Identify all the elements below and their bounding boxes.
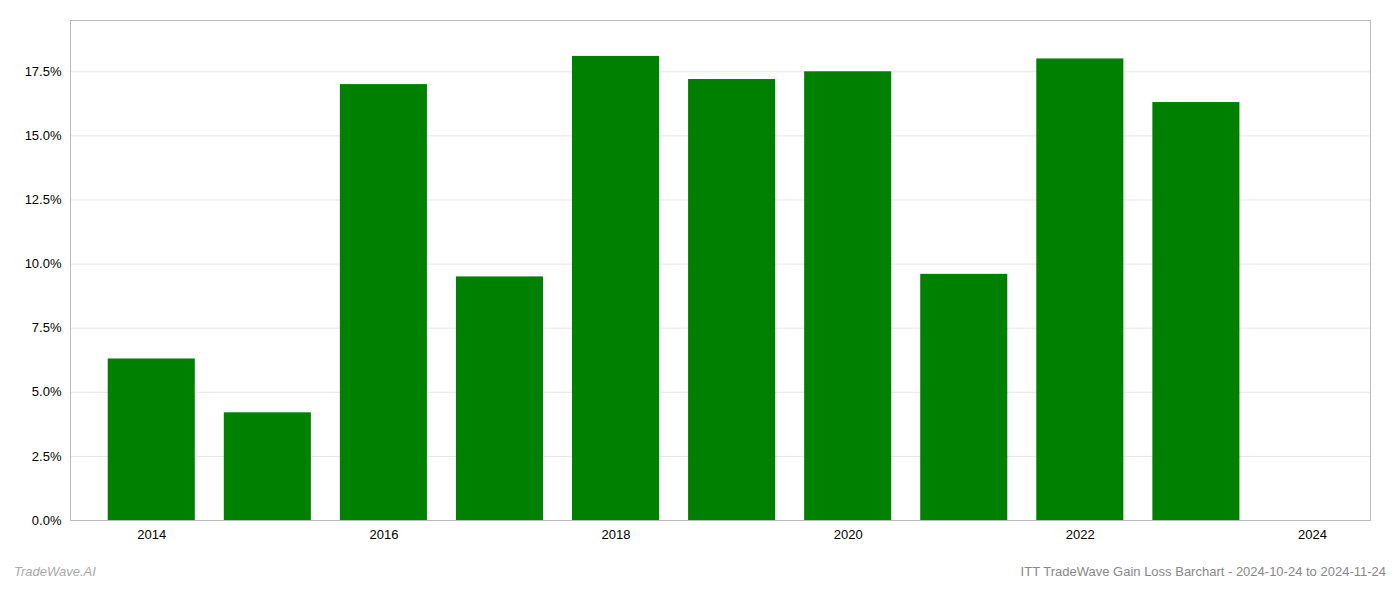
svg-text:2024: 2024 [1298,527,1327,542]
svg-text:12.5%: 12.5% [25,192,62,207]
svg-text:17.5%: 17.5% [25,64,62,79]
svg-text:2018: 2018 [602,527,631,542]
svg-text:2020: 2020 [834,527,863,542]
html-text:ITT TradeWave Gain Loss Barcha: ITT TradeWave Gain Loss Barchart - 2024-… [1020,564,1386,579]
svg-text:2022: 2022 [1066,527,1095,542]
svg-text:2014: 2014 [137,527,166,542]
svg-text:2016: 2016 [369,527,398,542]
svg-text:15.0%: 15.0% [25,128,62,143]
svg-text:2.5%: 2.5% [32,449,62,464]
svg-text:7.5%: 7.5% [32,320,62,335]
svg-text:0.0%: 0.0% [32,513,62,528]
html-text:TradeWave.AI: TradeWave.AI [14,564,96,579]
svg-text:10.0%: 10.0% [25,256,62,271]
svg-text:5.0%: 5.0% [32,384,62,399]
